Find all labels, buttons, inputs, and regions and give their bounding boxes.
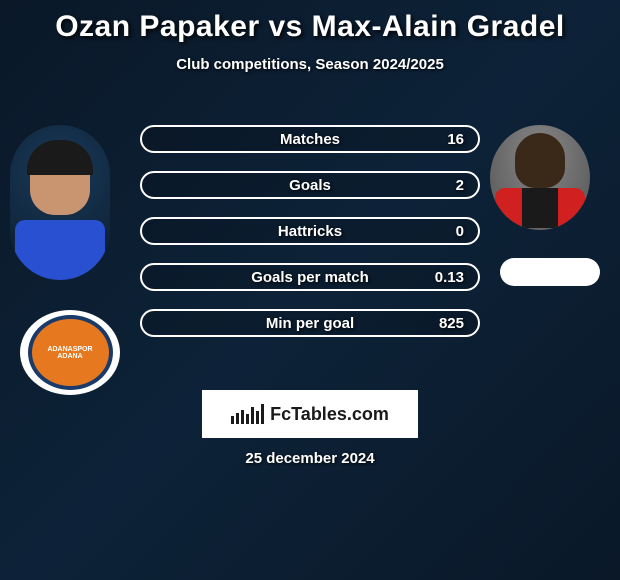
stat-value: 825	[439, 315, 464, 332]
logo-bar	[241, 410, 244, 424]
stat-label: Goals per match	[251, 269, 369, 286]
club-left-text-bottom: ADANA	[57, 353, 82, 360]
stat-row-hattricks: Hattricks 0	[140, 217, 480, 245]
logo-bar	[251, 407, 254, 424]
club-right-badge	[500, 258, 600, 286]
logo-bar	[261, 404, 264, 424]
player-left-avatar	[10, 125, 110, 280]
footer-brand-badge: FcTables.com	[202, 390, 418, 438]
player-right-face	[515, 133, 565, 188]
logo-bar	[236, 413, 239, 424]
stat-value: 16	[447, 131, 464, 148]
footer-brand-text: FcTables.com	[270, 404, 389, 425]
player-right-jersey	[495, 188, 585, 228]
stat-row-min-per-goal: Min per goal 825	[140, 309, 480, 337]
stats-panel: Matches 16 Goals 2 Hattricks 0 Goals per…	[140, 125, 480, 355]
stat-value: 2	[456, 177, 464, 194]
stat-label: Hattricks	[278, 223, 342, 240]
stat-row-goals: Goals 2	[140, 171, 480, 199]
brand-bars-icon	[231, 404, 264, 424]
player-left-jersey	[15, 220, 105, 280]
player-left-portrait	[10, 125, 110, 280]
date-label: 25 december 2024	[0, 450, 620, 467]
stat-row-matches: Matches 16	[140, 125, 480, 153]
player-right-avatar	[490, 125, 590, 230]
logo-bar	[231, 416, 234, 424]
stat-row-goals-per-match: Goals per match 0.13	[140, 263, 480, 291]
player-left-hair	[27, 140, 93, 175]
stat-value: 0.13	[435, 269, 464, 286]
club-left-crest: ADANASPOR ADANA	[28, 315, 113, 390]
subtitle: Club competitions, Season 2024/2025	[0, 56, 620, 73]
comparison-card: Ozan Papaker vs Max-Alain Gradel Club co…	[0, 0, 620, 580]
club-left-text-top: ADANASPOR	[47, 346, 92, 353]
page-title: Ozan Papaker vs Max-Alain Gradel	[0, 0, 620, 44]
stat-label: Min per goal	[266, 315, 354, 332]
club-left-badge: ADANASPOR ADANA	[20, 310, 120, 395]
player-left-face	[30, 145, 90, 215]
logo-bar	[246, 414, 249, 424]
stat-label: Matches	[280, 131, 340, 148]
logo-bar	[256, 411, 259, 424]
stat-label: Goals	[289, 177, 331, 194]
stat-value: 0	[456, 223, 464, 240]
